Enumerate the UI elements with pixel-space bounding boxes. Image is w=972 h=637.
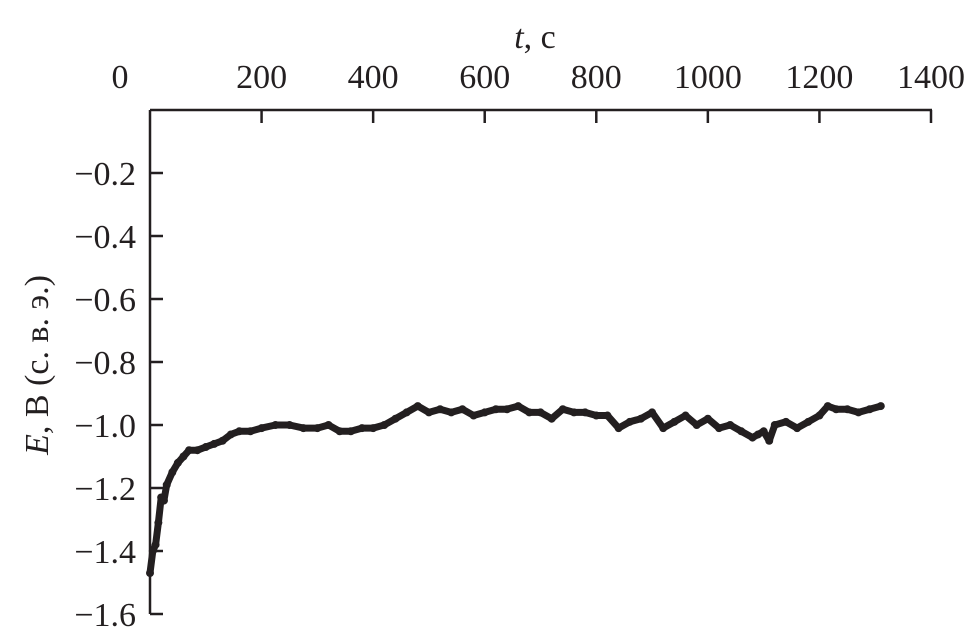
data-point: [726, 421, 735, 429]
y-tick-label: −0.6: [74, 282, 136, 319]
y-tick-label: −1.4: [74, 534, 136, 571]
data-point: [313, 424, 322, 433]
data-point: [525, 408, 534, 417]
x-axis-label: t, с: [514, 19, 556, 56]
data-point: [346, 427, 355, 436]
data-point: [876, 402, 885, 411]
data-point: [148, 547, 157, 555]
data-point: [759, 427, 768, 436]
data-point: [832, 405, 841, 414]
data-point: [480, 408, 489, 417]
data-point: [503, 405, 512, 414]
data-point: [151, 540, 160, 549]
data-point: [681, 411, 690, 420]
data-point: [569, 408, 578, 417]
data-point: [402, 408, 411, 417]
data-point: [179, 452, 188, 461]
data-point: [458, 405, 467, 414]
data-point: [447, 408, 456, 417]
data-point: [793, 424, 802, 433]
data-point: [804, 417, 813, 426]
data-point: [536, 408, 545, 417]
data-point: [603, 411, 612, 420]
y-tick-label: −0.8: [74, 345, 136, 382]
data-point: [159, 496, 168, 505]
y-tick-label: −1.6: [74, 597, 136, 634]
data-point: [299, 424, 308, 433]
data-point: [636, 414, 645, 423]
data-point: [781, 417, 790, 426]
data-point: [770, 421, 779, 429]
data-point: [246, 427, 255, 436]
data-point: [659, 424, 668, 433]
data-point: [815, 411, 824, 420]
data-point: [715, 424, 724, 433]
data-point: [703, 414, 712, 423]
data-point: [357, 424, 366, 433]
data-point: [257, 424, 266, 433]
x-tick-label: 0: [112, 59, 129, 96]
data-point: [823, 402, 832, 411]
data-point: [335, 427, 344, 436]
data-point: [210, 439, 219, 448]
data-point: [737, 427, 746, 436]
data-point: [581, 408, 590, 417]
data-point: [514, 402, 523, 411]
data-point: [324, 421, 333, 429]
data-point: [614, 424, 623, 433]
data-point: [154, 518, 163, 527]
x-tick-label: 600: [459, 59, 510, 96]
data-point: [173, 458, 182, 467]
x-tick-label: 1400: [897, 59, 965, 96]
data-point: [226, 430, 235, 439]
data-point: [391, 414, 400, 423]
y-tick-label: −1.0: [74, 408, 136, 445]
data-point: [285, 421, 294, 429]
data-point: [146, 569, 154, 578]
data-point: [193, 446, 202, 455]
data-point: [648, 408, 657, 417]
x-tick-label: 800: [571, 59, 622, 96]
data-point: [185, 446, 194, 455]
y-tick-label: −0.4: [74, 219, 136, 256]
x-tick-label: 1000: [674, 59, 742, 96]
x-tick-label: 200: [236, 59, 287, 96]
data-point: [424, 408, 433, 417]
data-point: [369, 424, 378, 433]
y-tick-label: −1.2: [74, 471, 136, 508]
x-tick-label: 1200: [785, 59, 853, 96]
y-tick-label: −0.2: [74, 156, 136, 193]
data-point: [854, 408, 863, 417]
data-point: [162, 480, 171, 489]
data-point: [168, 468, 177, 477]
data-point: [765, 436, 774, 445]
data-point: [592, 411, 601, 420]
data-point: [413, 402, 422, 411]
y-axis-label: E, В (с. в. э.): [19, 275, 56, 456]
data-point: [491, 405, 500, 414]
data-point: [436, 405, 445, 414]
data-point: [670, 417, 679, 426]
data-point: [547, 414, 556, 423]
data-point: [865, 405, 874, 414]
data-point: [625, 417, 634, 426]
data-point: [218, 436, 227, 445]
data-point: [271, 421, 280, 429]
data-point: [201, 443, 210, 452]
data-point: [692, 421, 701, 429]
data-point: [235, 427, 244, 436]
data-point: [380, 421, 389, 429]
data-point: [558, 405, 567, 414]
data-point: [843, 405, 852, 414]
data-point: [469, 411, 478, 420]
x-tick-label: 400: [348, 59, 399, 96]
